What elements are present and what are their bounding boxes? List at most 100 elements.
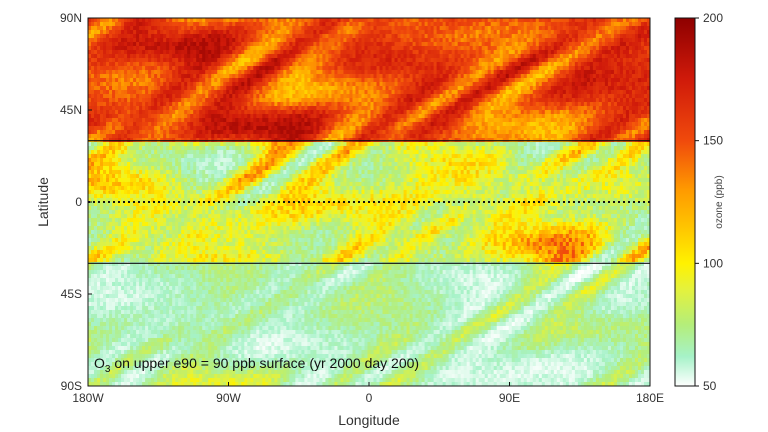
field-cell bbox=[262, 42, 266, 47]
field-cell bbox=[544, 118, 549, 123]
field-cell bbox=[391, 58, 396, 63]
field-cell bbox=[643, 50, 648, 55]
field-cell bbox=[220, 50, 224, 55]
field-cell bbox=[454, 122, 459, 127]
field-cell bbox=[631, 102, 636, 107]
field-cell bbox=[502, 106, 507, 111]
field-cell bbox=[265, 74, 269, 79]
field-cell bbox=[238, 42, 242, 47]
field-cell bbox=[238, 50, 242, 55]
field-cell bbox=[115, 18, 119, 23]
field-cell bbox=[250, 122, 254, 127]
field-cell bbox=[172, 66, 176, 71]
field-cell bbox=[187, 110, 191, 115]
field-cell bbox=[226, 82, 230, 87]
field-cell bbox=[364, 38, 369, 43]
field-cell bbox=[175, 62, 179, 67]
field-cell bbox=[133, 70, 137, 75]
field-cell bbox=[352, 106, 357, 111]
field-cell bbox=[412, 66, 417, 71]
field-cell bbox=[544, 34, 549, 39]
field-cell bbox=[238, 30, 242, 35]
field-cell bbox=[454, 38, 459, 43]
field-cell bbox=[355, 22, 360, 27]
field-cell bbox=[268, 90, 272, 95]
field-cell bbox=[625, 82, 630, 87]
field-cell bbox=[241, 98, 245, 103]
field-cell bbox=[445, 26, 450, 31]
field-cell bbox=[352, 46, 357, 51]
field-cell bbox=[550, 94, 555, 99]
field-cell bbox=[493, 86, 498, 91]
field-cell bbox=[295, 38, 299, 43]
field-cell bbox=[373, 66, 378, 71]
field-cell bbox=[607, 106, 612, 111]
field-cell bbox=[553, 30, 558, 35]
field-cell bbox=[415, 118, 420, 123]
field-cell bbox=[475, 106, 480, 111]
field-cell bbox=[520, 18, 525, 23]
field-cell bbox=[316, 70, 321, 75]
field-cell bbox=[490, 26, 495, 31]
field-cell bbox=[256, 58, 260, 63]
field-cell bbox=[343, 22, 348, 27]
field-cell bbox=[586, 58, 591, 63]
field-cell bbox=[592, 22, 597, 27]
field-cell bbox=[556, 62, 561, 67]
field-cell bbox=[334, 78, 339, 83]
field-cell bbox=[298, 50, 302, 55]
field-cell bbox=[361, 114, 366, 119]
field-cell bbox=[349, 66, 354, 71]
field-cell bbox=[634, 46, 639, 51]
field-cell bbox=[400, 50, 405, 55]
field-cell bbox=[442, 54, 447, 59]
field-cell bbox=[502, 42, 507, 47]
field-cell bbox=[199, 110, 203, 115]
field-cell bbox=[259, 34, 263, 39]
field-cell bbox=[145, 58, 149, 63]
field-cell bbox=[262, 82, 266, 87]
field-cell bbox=[310, 82, 315, 87]
field-cell bbox=[430, 70, 435, 75]
field-cell bbox=[232, 46, 236, 51]
field-cell bbox=[520, 74, 525, 79]
field-cell bbox=[199, 26, 203, 31]
field-cell bbox=[226, 70, 230, 75]
field-cell bbox=[541, 78, 546, 83]
field-cell bbox=[166, 102, 170, 107]
field-cell bbox=[349, 122, 354, 127]
field-cell bbox=[109, 34, 113, 39]
field-cell bbox=[364, 78, 369, 83]
field-cell bbox=[523, 78, 528, 83]
field-cell bbox=[292, 78, 296, 83]
field-cell bbox=[616, 66, 621, 71]
field-cell bbox=[571, 70, 576, 75]
field-cell bbox=[598, 106, 603, 111]
field-cell bbox=[544, 78, 549, 83]
field-cell bbox=[178, 58, 182, 63]
field-cell bbox=[622, 82, 627, 87]
field-cell bbox=[265, 106, 269, 111]
field-cell bbox=[487, 62, 492, 67]
field-cell bbox=[631, 34, 636, 39]
field-cell bbox=[256, 78, 260, 83]
field-cell bbox=[322, 70, 327, 75]
field-cell bbox=[247, 122, 251, 127]
field-cell bbox=[574, 90, 579, 95]
field-cell bbox=[559, 22, 564, 27]
field-cell bbox=[106, 118, 110, 123]
field-cell bbox=[220, 90, 224, 95]
field-cell bbox=[553, 70, 558, 75]
field-cell bbox=[487, 34, 492, 39]
field-cell bbox=[355, 102, 360, 107]
field-cell bbox=[289, 50, 293, 55]
field-cell bbox=[478, 86, 483, 91]
field-cell bbox=[370, 122, 375, 127]
field-cell bbox=[331, 98, 336, 103]
field-cell bbox=[223, 26, 227, 31]
field-cell bbox=[484, 102, 489, 107]
field-cell bbox=[454, 46, 459, 51]
field-cell bbox=[487, 118, 492, 123]
field-cell bbox=[340, 118, 345, 123]
field-cell bbox=[562, 42, 567, 47]
